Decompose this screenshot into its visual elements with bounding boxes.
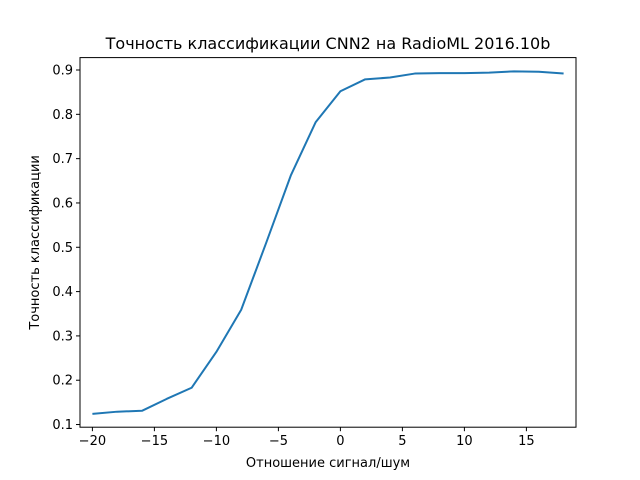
plot-frame xyxy=(79,57,577,428)
x-tick-label: 0 xyxy=(336,434,344,449)
y-tick-label: 0.4 xyxy=(52,285,73,300)
x-tick-label: −10 xyxy=(203,434,230,449)
y-tick-label: 0.1 xyxy=(52,418,73,433)
series-group xyxy=(92,70,564,415)
y-tick-label: 0.5 xyxy=(52,241,73,256)
y-tick-label: 0.2 xyxy=(52,374,73,389)
y-tick-label: 0.8 xyxy=(52,108,73,123)
chart-title: Точность классификации CNN2 на RadioML 2… xyxy=(105,34,551,53)
x-tick-label: −20 xyxy=(79,434,106,449)
x-axis: −20 −15 −10 −5 0 5 10 15 xyxy=(79,427,535,449)
y-tick-label: 0.7 xyxy=(52,152,73,167)
y-axis: 0.1 0.2 0.3 0.4 0.5 0.6 0.7 0.8 0.9 xyxy=(52,64,80,433)
x-tick-label: 10 xyxy=(456,434,473,449)
x-tick-label: −15 xyxy=(141,434,168,449)
x-axis-label: Отношение сигнал/шум xyxy=(246,456,410,471)
x-tick-label: −5 xyxy=(269,434,288,449)
x-tick-label: 15 xyxy=(518,434,535,449)
y-axis-label: Точность классификации xyxy=(28,155,43,331)
y-tick-label: 0.6 xyxy=(52,196,73,211)
series-line xyxy=(92,70,564,415)
y-tick-label: 0.3 xyxy=(52,329,73,344)
x-tick-label: 5 xyxy=(398,434,406,449)
y-tick-label: 0.9 xyxy=(52,64,73,79)
